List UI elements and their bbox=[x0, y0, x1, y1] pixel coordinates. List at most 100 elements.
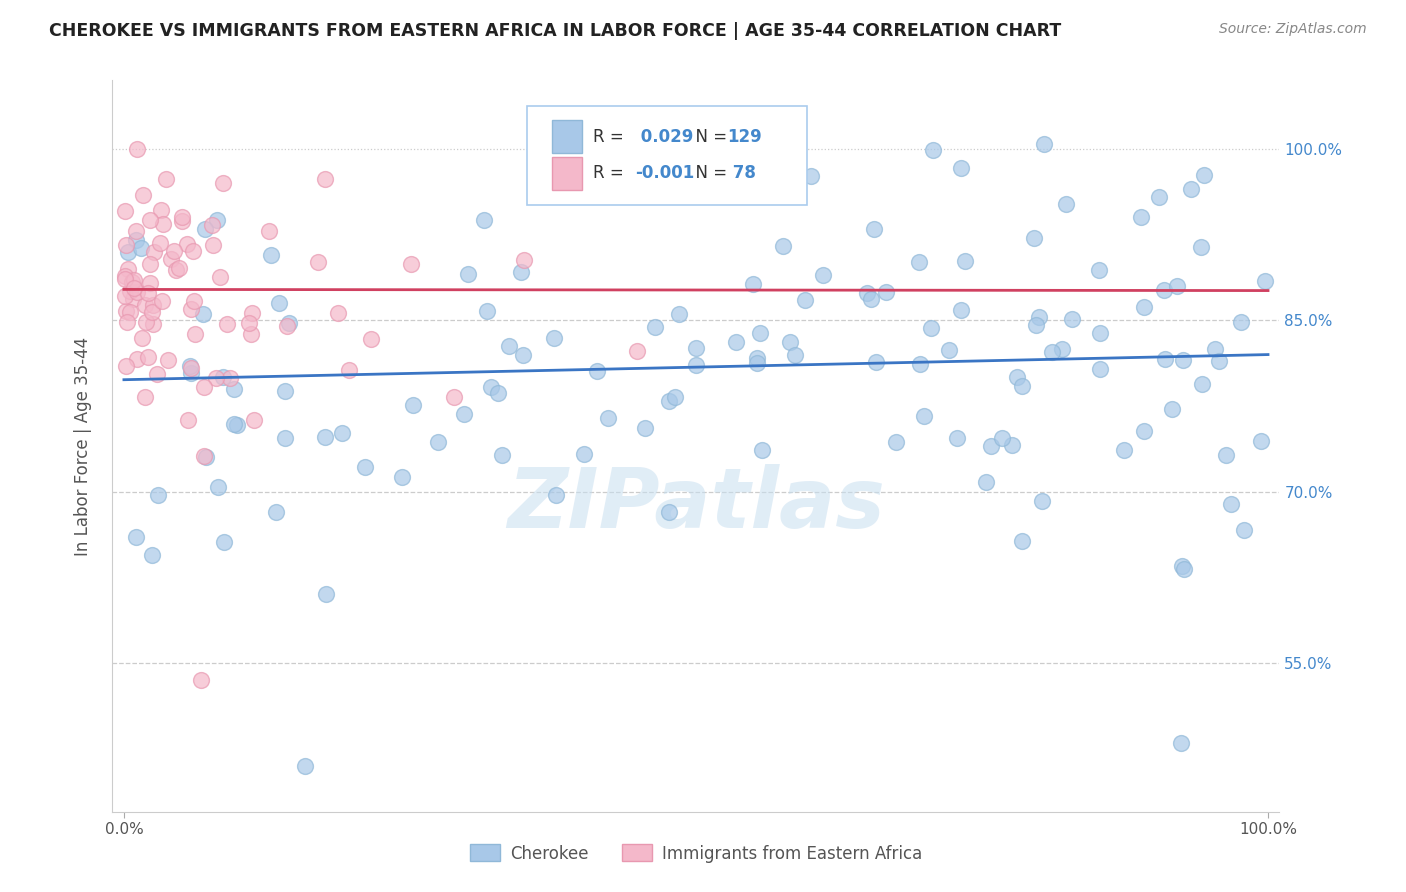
Point bbox=[149, 235, 172, 250]
Point bbox=[180, 361, 202, 376]
Point bbox=[136, 351, 159, 365]
Point bbox=[475, 303, 498, 318]
Point bbox=[1001, 438, 1024, 452]
Point bbox=[207, 480, 229, 494]
Point bbox=[125, 352, 148, 367]
Point bbox=[863, 222, 886, 236]
Point bbox=[172, 214, 194, 228]
Point bbox=[114, 288, 136, 302]
Point bbox=[260, 248, 283, 262]
Point bbox=[201, 218, 224, 232]
Point bbox=[149, 202, 172, 217]
Point bbox=[1170, 736, 1192, 750]
Point bbox=[1133, 300, 1156, 314]
Point bbox=[644, 319, 666, 334]
Point bbox=[498, 339, 520, 353]
Point bbox=[177, 413, 200, 427]
Point bbox=[205, 371, 228, 385]
Point bbox=[1054, 197, 1077, 211]
Point bbox=[122, 281, 145, 295]
Point bbox=[813, 268, 835, 282]
Point bbox=[115, 359, 138, 374]
Point bbox=[1112, 443, 1135, 458]
Point bbox=[1031, 494, 1053, 508]
Bar bbox=[553, 157, 582, 190]
Point bbox=[159, 252, 181, 266]
Point bbox=[146, 368, 169, 382]
Point bbox=[179, 359, 201, 373]
Point bbox=[264, 505, 287, 519]
Point bbox=[142, 297, 165, 311]
Point bbox=[1133, 424, 1156, 438]
Point bbox=[596, 410, 619, 425]
Point bbox=[980, 439, 1002, 453]
Point bbox=[974, 475, 997, 490]
Point bbox=[453, 407, 475, 421]
Point bbox=[360, 332, 382, 346]
Text: -0.001: -0.001 bbox=[636, 164, 695, 182]
Point bbox=[1090, 326, 1112, 341]
Point bbox=[399, 257, 422, 271]
Point bbox=[141, 549, 163, 563]
Point bbox=[1087, 263, 1109, 277]
Point bbox=[243, 413, 266, 427]
Text: ZIPatlas: ZIPatlas bbox=[508, 464, 884, 545]
Point bbox=[626, 344, 648, 359]
Point bbox=[354, 459, 377, 474]
Point bbox=[183, 294, 205, 309]
Point bbox=[1147, 190, 1170, 204]
Point bbox=[938, 343, 960, 357]
Point bbox=[115, 315, 138, 329]
Point bbox=[741, 277, 763, 292]
Point bbox=[794, 293, 817, 307]
Point bbox=[457, 268, 479, 282]
Point bbox=[157, 353, 180, 368]
Point bbox=[134, 390, 156, 404]
Point bbox=[337, 363, 360, 377]
Point bbox=[479, 380, 502, 394]
Point bbox=[167, 260, 190, 275]
Point bbox=[314, 172, 336, 186]
Point bbox=[713, 138, 735, 153]
Point bbox=[217, 317, 239, 331]
Point bbox=[315, 587, 337, 601]
Point bbox=[212, 176, 235, 190]
Point bbox=[586, 363, 609, 377]
Point bbox=[117, 245, 139, 260]
Point bbox=[117, 261, 139, 276]
Text: 129: 129 bbox=[727, 128, 762, 145]
Point bbox=[486, 386, 509, 401]
Point bbox=[443, 390, 465, 404]
Point bbox=[1025, 318, 1047, 332]
Text: R =: R = bbox=[593, 164, 630, 182]
Point bbox=[391, 469, 413, 483]
Point bbox=[1254, 274, 1277, 288]
Point bbox=[1233, 524, 1256, 538]
Point bbox=[134, 298, 156, 312]
Point bbox=[907, 255, 929, 269]
Text: 78: 78 bbox=[727, 164, 756, 182]
Point bbox=[426, 435, 449, 450]
Point bbox=[314, 430, 336, 444]
Point bbox=[1173, 562, 1195, 576]
Point bbox=[240, 326, 263, 341]
Point bbox=[150, 293, 173, 308]
Point bbox=[1171, 559, 1194, 574]
Point bbox=[1180, 182, 1202, 196]
Point bbox=[1007, 369, 1029, 384]
Point bbox=[949, 161, 972, 176]
Point bbox=[139, 213, 162, 227]
Point bbox=[1028, 310, 1050, 325]
Point bbox=[122, 292, 145, 306]
Point bbox=[658, 393, 681, 408]
Point bbox=[214, 534, 236, 549]
Point bbox=[226, 418, 249, 433]
Point bbox=[772, 239, 794, 253]
Point bbox=[139, 276, 162, 290]
Point bbox=[1011, 533, 1033, 548]
Point bbox=[294, 759, 316, 773]
Point bbox=[908, 357, 931, 371]
Point bbox=[860, 292, 883, 306]
Point bbox=[190, 673, 212, 688]
Point bbox=[326, 306, 349, 320]
